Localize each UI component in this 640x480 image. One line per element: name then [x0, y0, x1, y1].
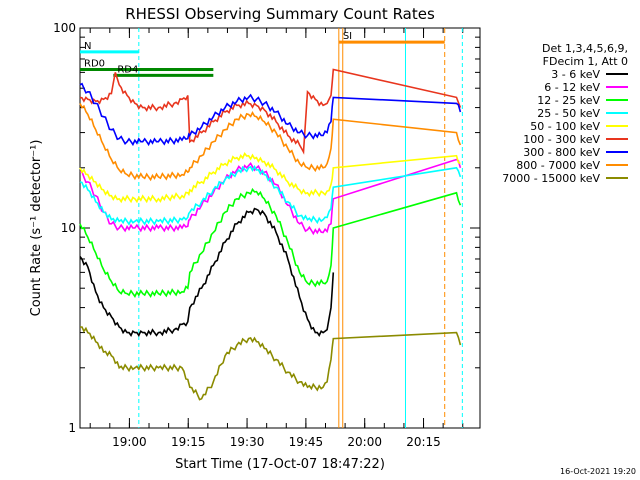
legend-entry-label: 12 - 25 keV: [537, 94, 600, 107]
annotation-label: SI: [343, 31, 352, 42]
legend-header-line: FDecim 1, Att 0: [543, 55, 628, 68]
y-axis-label: Count Rate (s⁻¹ detector⁻¹): [29, 140, 44, 317]
legend-entry-label: 7000 - 15000 keV: [502, 172, 600, 185]
series-line: [79, 187, 462, 298]
legend-entry-label: 25 - 50 keV: [537, 107, 600, 120]
x-tick-label: 19:45: [289, 435, 324, 449]
legend-entry-label: 6 - 12 keV: [544, 81, 600, 94]
x-tick-label: 19:15: [171, 435, 206, 449]
footer-date: 16-Oct-2021 19:20: [560, 467, 636, 476]
x-tick-label: 19:00: [112, 435, 147, 449]
x-tick-label: 20:15: [406, 435, 441, 449]
annotation-label: N: [84, 41, 91, 52]
y-tick-label: 1: [68, 421, 76, 435]
legend-header-line: Det 1,3,4,5,6,9,: [542, 42, 628, 55]
series-line: [79, 68, 462, 155]
legend-entry-label: 3 - 6 keV: [551, 68, 600, 81]
legend-entry-label: 300 - 800 keV: [523, 146, 600, 159]
annotation-label: RD4: [117, 64, 138, 75]
legend-entry-label: 100 - 300 keV: [523, 133, 600, 146]
series-line: [79, 158, 462, 236]
y-tick-label: 10: [61, 221, 76, 235]
legend-entry-label: 50 - 100 keV: [530, 120, 600, 133]
series-line: [79, 164, 462, 226]
series-line: [79, 151, 461, 204]
plot-area: 1 10 100 19:00 19:15 19:30 19:45 20:00 20:15 N RD0…: [53, 21, 481, 449]
series-line: [79, 103, 462, 182]
x-tick-label: 19:30: [230, 435, 265, 449]
series-line: [79, 207, 335, 338]
x-axis-label: Start Time (17-Oct-07 18:47:22): [175, 457, 385, 472]
legend: Det 1,3,4,5,6,9,FDecim 1, Att 03 - 6 keV…: [502, 42, 628, 185]
x-tick-label: 20:00: [347, 435, 382, 449]
series-line: [79, 82, 462, 147]
legend-entry-label: 800 - 7000 keV: [516, 159, 600, 172]
chart-title: RHESSI Observing Summary Count Rates: [125, 5, 435, 23]
series-line: [80, 326, 462, 401]
annotation-label: RD0: [84, 59, 105, 70]
y-tick-label: 100: [53, 21, 76, 35]
